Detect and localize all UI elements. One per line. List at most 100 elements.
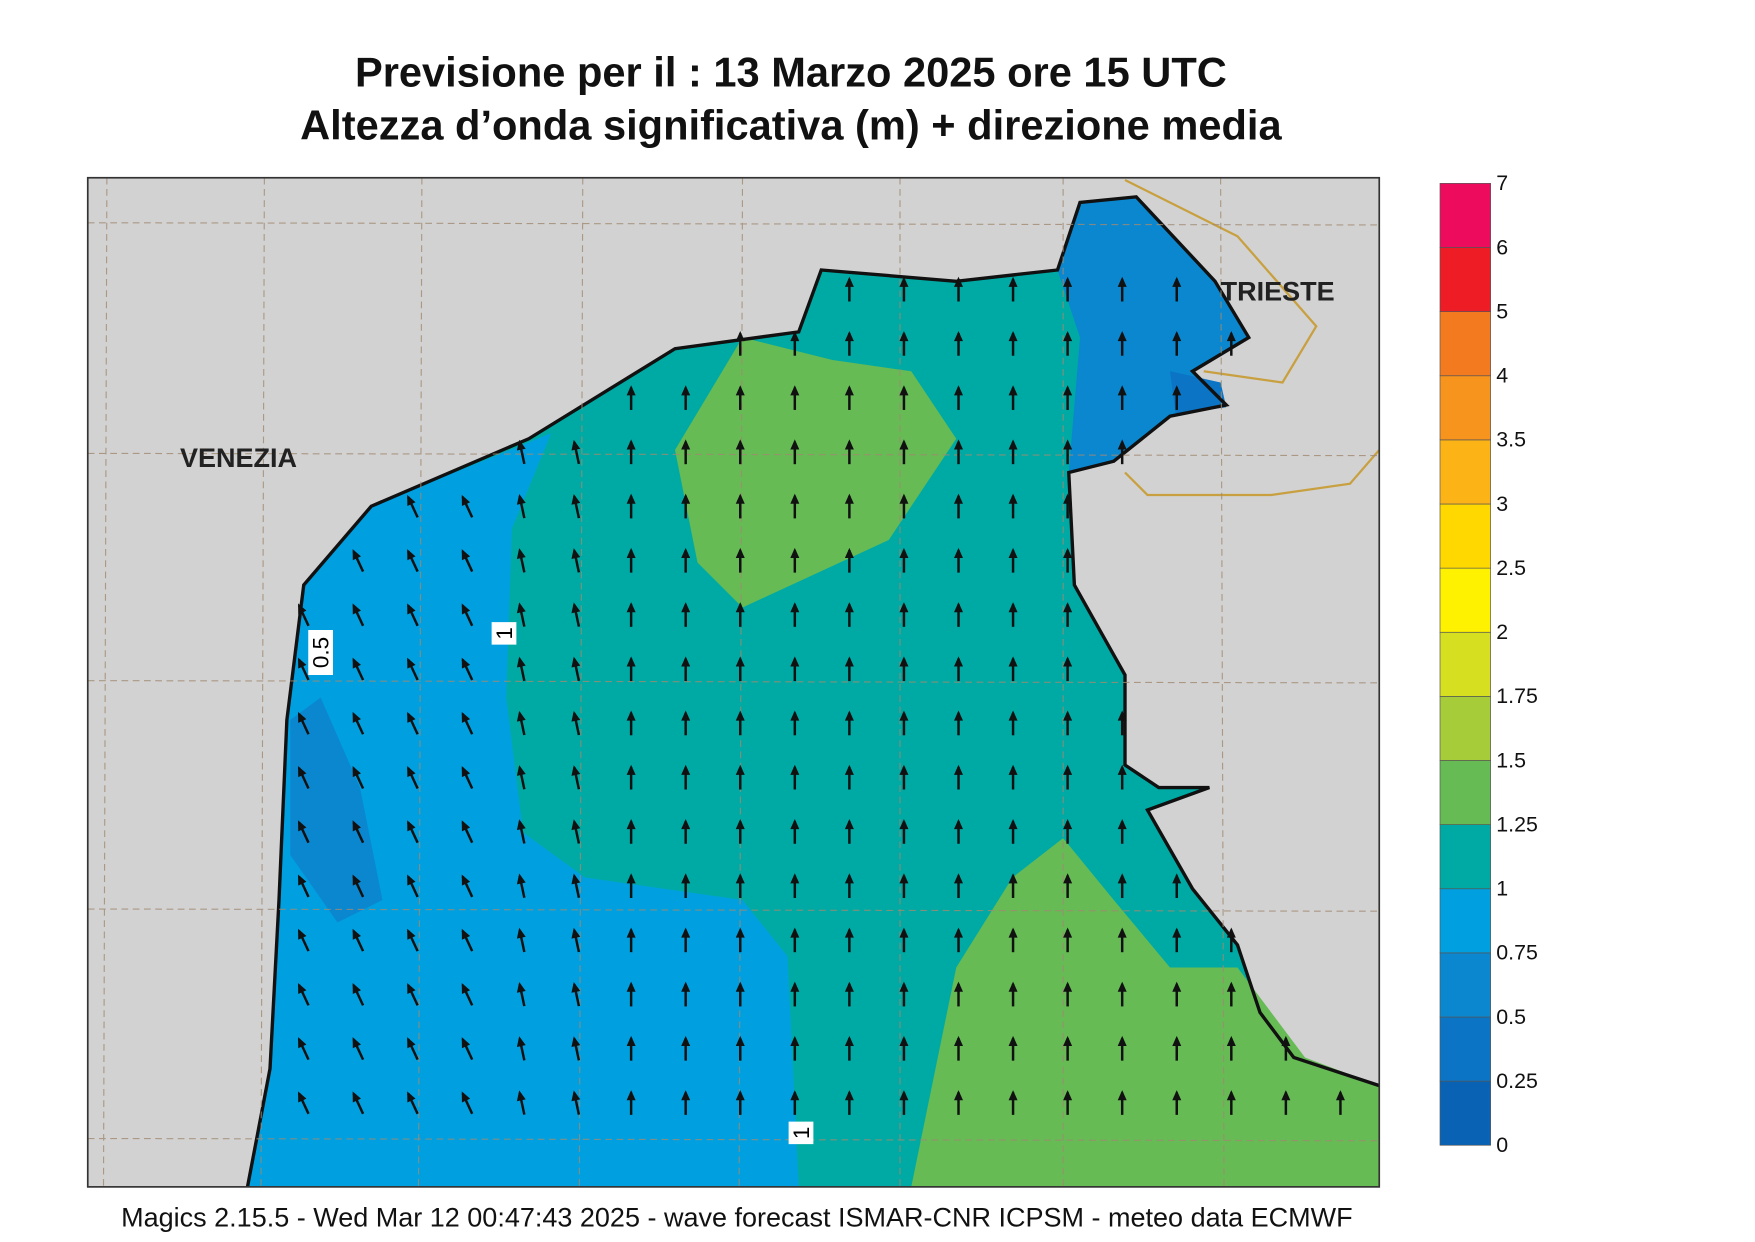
wave-arrow (790, 819, 800, 844)
wave-arrow (681, 1090, 691, 1115)
arrow-head (1117, 981, 1127, 992)
wave-arrow (571, 981, 581, 1007)
wave-arrow (626, 1035, 636, 1061)
arrow-head (352, 982, 361, 995)
wave-arrow (1117, 276, 1127, 302)
arrow-head (461, 820, 471, 832)
colorbar-label: 0.25 (1496, 1069, 1538, 1093)
arrow-head (1063, 873, 1073, 884)
wave-arrow (954, 439, 963, 465)
arrow-head (516, 873, 526, 885)
colorbar-label: 1.5 (1496, 748, 1526, 772)
arrow-head (1117, 1035, 1127, 1047)
wave-arrow (844, 276, 854, 302)
colorbar-bin (1439, 631, 1491, 697)
arrow-head (352, 1037, 361, 1049)
arrow-head (735, 927, 745, 938)
colorbar-label: 0.5 (1496, 1005, 1526, 1029)
wave-arrow (571, 873, 581, 898)
wave-arrow (899, 385, 909, 410)
arrow-head (1008, 547, 1018, 558)
arrow-head (407, 874, 416, 886)
wave-arrow (1117, 981, 1127, 1007)
wave-arrow (516, 710, 526, 736)
wave-arrow (1008, 873, 1018, 898)
wave-arrow (1008, 710, 1018, 736)
arrow-head (407, 766, 416, 778)
wave-arrow (844, 927, 854, 953)
wave-arrow (461, 928, 474, 952)
arrow-head (1172, 330, 1182, 342)
arrow-head (626, 927, 636, 938)
wave-arrow (790, 981, 800, 1007)
wave-arrow (461, 711, 474, 735)
contour-label: 1 (788, 1121, 814, 1145)
wave-arrow (844, 873, 854, 898)
arrow-head (954, 764, 963, 775)
wave-arrow (297, 874, 310, 898)
wave-arrow (1172, 1090, 1182, 1115)
wave-arrow (352, 820, 365, 844)
wave-arrow (1008, 493, 1018, 519)
wave-arrow (516, 656, 526, 682)
wave-arrow (406, 549, 419, 573)
arrow-head (681, 493, 691, 504)
wave-arrow (1226, 981, 1236, 1007)
wave-arrow (1172, 385, 1182, 410)
wave-arrow (1117, 819, 1127, 844)
arrow-head (790, 819, 800, 830)
arrow-head (790, 656, 800, 667)
wave-arrow (1172, 1035, 1182, 1061)
wave-arrow (297, 982, 310, 1006)
arrow-head (626, 1090, 636, 1101)
wave-arrow (1226, 1090, 1236, 1115)
arrow-head (790, 710, 800, 721)
arrow-head (899, 819, 909, 830)
arrow-head (626, 385, 636, 396)
wave-arrow (1117, 1035, 1127, 1061)
title: Previsione per il : 13 Marzo 2025 ore 15… (355, 49, 1227, 96)
wave-arrow (1172, 276, 1182, 302)
wave-arrow (352, 982, 365, 1006)
arrow-head (790, 981, 800, 992)
graticule (87, 177, 1380, 1187)
wave-arrow (516, 873, 526, 898)
wave-arrow (954, 602, 963, 627)
wave-arrow (1117, 873, 1127, 898)
colorbar-bin (1439, 567, 1491, 633)
wave-arrow (516, 981, 526, 1007)
wave-arrow (406, 982, 419, 1006)
arrow-head (844, 927, 854, 938)
wave-arrow (899, 656, 909, 682)
arrow-head (352, 766, 361, 778)
arrow-head (407, 494, 416, 506)
arrow-head (899, 330, 909, 342)
arrow-head (1172, 1035, 1182, 1047)
wave-arrow (626, 602, 636, 627)
wave-arrow (352, 1037, 365, 1061)
arrow-head (516, 439, 526, 451)
arrow-head (626, 602, 636, 613)
wave-arrow (1063, 819, 1073, 844)
wave-arrow (735, 330, 745, 356)
wave-arrow (1063, 493, 1073, 519)
arrow-head (899, 1090, 909, 1101)
arrow-head (571, 981, 581, 993)
arrow-head (790, 547, 800, 558)
arrow-head (298, 603, 307, 615)
wave-arrow (1008, 1090, 1018, 1115)
wave-arrow (681, 439, 691, 465)
arrow-head (298, 1037, 307, 1049)
wave-arrow (461, 1091, 474, 1115)
wave-arrow (626, 547, 636, 573)
arrow-head (1226, 1035, 1236, 1047)
wave-arrow (406, 874, 419, 898)
arrow-head (681, 385, 691, 396)
arrow-head (571, 439, 581, 451)
wave-arrow (297, 603, 310, 627)
wave-arrow (1008, 764, 1018, 790)
arrow-head (790, 439, 800, 450)
wave-arrow (1063, 710, 1073, 736)
wave-arrow (626, 981, 636, 1007)
